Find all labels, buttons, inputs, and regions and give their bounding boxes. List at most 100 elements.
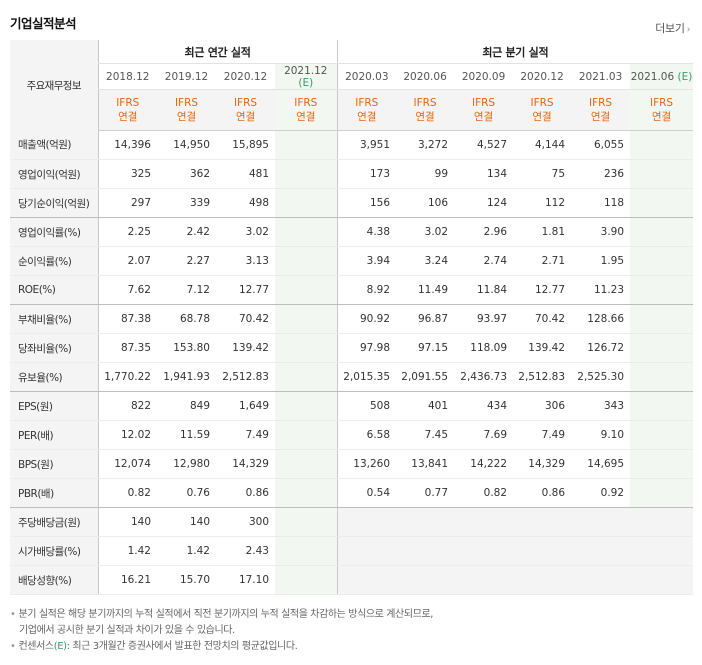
row-label: 매출액(억원) [10,130,98,160]
accounting-standard: IFRS 연결 [157,89,216,131]
row-label: 배당성향(%) [10,565,98,595]
annual-value: 1.42 [157,536,216,566]
quarterly-value: 14,695 [571,449,631,479]
quarterly-value: 124 [454,188,514,218]
ifrs-label: IFRS [471,97,496,109]
accounting-standard: IFRS 연결 [216,89,275,131]
annual-value: 822 [97,391,157,421]
quarterly-value: 14,222 [454,449,514,479]
quarterly-value: 2.74 [454,246,514,276]
annual-value: 87.38 [97,304,157,334]
row-label: EPS(원) [10,391,98,421]
annual-value: 0.76 [157,478,216,508]
quarterly-value: 508 [336,391,397,421]
annual-value: 2.25 [97,217,157,247]
annual-value: 70.42 [216,304,275,334]
period-label: 2019.12 [164,70,209,83]
annual-value: 140 [157,507,216,537]
ifrs-label: IFRS [174,97,199,109]
ifrs-label: IFRS [650,97,674,109]
quarterly-value: 118.09 [454,333,514,363]
period-header: 2020.12 [216,63,275,90]
annual-value: 3.02 [216,217,275,247]
annual-value: 2,512.83 [216,362,275,392]
quarterly-value [336,507,397,537]
quarterly-value: 0.82 [454,478,514,508]
quarterly-value: 2.71 [513,246,572,276]
quarterly-value: 3.90 [571,217,631,247]
table-row: PBR(배) 0.82 0.76 0.86 0.54 0.77 0.82 0.86 0.92 [10,478,694,508]
footnotes: • 분기 실적은 해당 분기까지의 누적 실적에서 직전 분기까지의 누적 실적을… [10,607,433,655]
period-header: 2020.03 [336,63,397,90]
quarterly-group-header: 최근 분기 실적 [336,40,694,64]
annual-value [275,333,338,363]
annual-value: 339 [157,188,216,218]
table-row: BPS(원) 12,074 12,980 14,329 13,260 13,841 14,2… [10,449,694,479]
table-row: 배당성향(%) 16.21 15.70 17.10 [10,565,694,595]
row-label: 영업이익(억원) [10,159,98,189]
row-label: 주당배당금(원) [10,507,98,537]
annual-value [275,130,338,160]
quarterly-value [630,391,694,421]
table-row: 당기순이익(억원) 297 339 498 156 106 124 112 118 [10,188,694,218]
consolidated-label: 연결 [590,111,611,123]
period-header: 2020.06 [396,63,455,90]
annual-value: 1,770.22 [97,362,157,392]
annual-value: 1,649 [216,391,275,421]
quarterly-value [571,507,631,537]
period-label: 2021.06 [630,70,675,83]
ifrs-label: IFRS [413,97,437,109]
annual-value: 14,950 [157,130,216,160]
more-link[interactable]: 더보기 › [655,20,690,36]
quarterly-value: 156 [336,188,397,218]
annual-value: 481 [216,159,275,189]
quarterly-value: 2.96 [454,217,514,247]
estimate-mark: (E) [677,70,693,83]
quarterly-value: 0.92 [571,478,631,508]
annual-value: 12,074 [97,449,157,479]
quarterly-value [336,536,397,566]
quarterly-value: 11.23 [571,275,631,305]
quarterly-value: 14,329 [513,449,572,479]
quarterly-value [396,507,455,537]
period-header: 2021.06 (E) [630,63,694,90]
quarterly-value: 1.95 [571,246,631,276]
quarterly-value: 13,260 [336,449,397,479]
annual-group-header: 최근 연간 실적 [97,40,338,64]
quarterly-value [630,188,694,218]
annual-value: 16.21 [97,565,157,595]
quarterly-value: 134 [454,159,514,189]
quarterly-value: 2,525.30 [571,362,631,392]
quarterly-value [630,536,694,566]
annual-value: 12.77 [216,275,275,305]
footnote-2: • 컨센서스(E): 최근 3개월간 증권사에서 발표한 전망치의 평균값입니다. [10,641,298,652]
accounting-standard: IFRS 연결 [454,89,514,131]
period-header: 2020.12 [513,63,572,90]
annual-value [275,246,338,276]
quarterly-value [630,275,694,305]
quarterly-value [630,449,694,479]
annual-value [275,362,338,392]
quarterly-value [630,304,694,334]
annual-value: 0.86 [216,478,275,508]
annual-value [275,449,338,479]
quarterly-value: 118 [571,188,631,218]
quarterly-value: 2,436.73 [454,362,514,392]
table-row: 영업이익(억원) 325 362 481 173 99 134 75 236 [10,159,694,189]
annual-value: 153.80 [157,333,216,363]
quarterly-value: 6,055 [571,130,631,160]
quarterly-value: 4,527 [454,130,514,160]
quarterly-value: 112 [513,188,572,218]
quarterly-value: 128.66 [571,304,631,334]
accounting-standard: IFRS 연결 [513,89,572,131]
annual-value: 12.02 [97,420,157,450]
accounting-standard: IFRS 연결 [336,89,397,131]
accounting-standard: IFRS 연결 [396,89,455,131]
quarterly-value [630,130,694,160]
consolidated-label: 연결 [296,111,316,123]
consolidated-label: 연결 [118,111,138,123]
period-header: 2020.09 [454,63,514,90]
annual-value: 498 [216,188,275,218]
quarterly-value: 7.69 [454,420,514,450]
quarterly-value: 3.94 [336,246,397,276]
